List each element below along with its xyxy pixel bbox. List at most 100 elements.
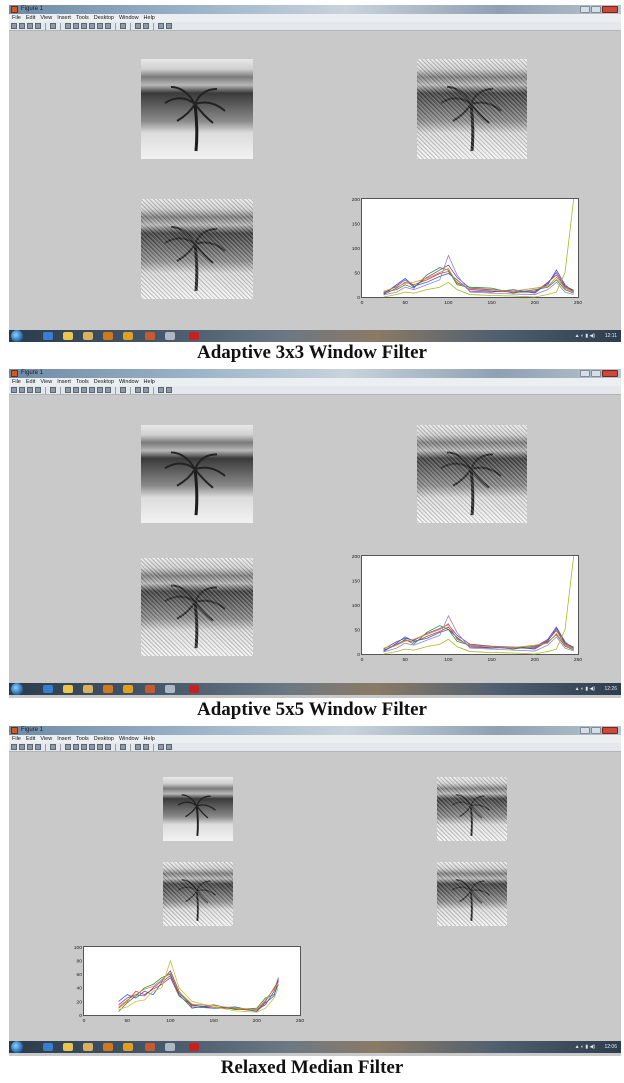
figure-task-icon[interactable] [165, 685, 175, 693]
close-button[interactable] [602, 6, 618, 13]
show-plot-tools-icon[interactable] [166, 744, 172, 750]
insert-legend-icon[interactable] [143, 744, 149, 750]
matlab-icon[interactable] [145, 685, 155, 693]
pdf-icon[interactable] [189, 685, 199, 693]
start-button[interactable] [11, 683, 23, 695]
explorer-icon[interactable] [63, 1043, 73, 1051]
close-button[interactable] [602, 370, 618, 377]
start-button[interactable] [11, 330, 23, 342]
menu-view[interactable]: View [40, 379, 53, 385]
zoom-out-icon[interactable] [73, 23, 79, 29]
menu-tools[interactable]: Tools [75, 379, 89, 385]
menu-insert[interactable]: Insert [57, 736, 71, 742]
ie-icon[interactable] [43, 685, 53, 693]
system-tray-icon[interactable]: ▲ ◐ ▮ ◀) [574, 333, 595, 339]
brush-icon[interactable] [105, 23, 111, 29]
maximize-button[interactable] [591, 727, 601, 734]
print-icon[interactable] [35, 744, 41, 750]
brush-icon[interactable] [105, 744, 111, 750]
chrome-icon[interactable] [123, 332, 133, 340]
window-titlebar[interactable]: Figure 1 [9, 726, 621, 735]
chrome-icon[interactable] [123, 685, 133, 693]
new-figure-icon[interactable] [11, 23, 17, 29]
explorer-icon[interactable] [63, 685, 73, 693]
start-button[interactable] [11, 1041, 23, 1053]
data-cursor-icon[interactable] [97, 387, 103, 393]
menu-desktop[interactable]: Desktop [93, 736, 114, 742]
new-figure-icon[interactable] [11, 744, 17, 750]
window-titlebar[interactable]: Figure 1 [9, 369, 621, 378]
taskbar-clock[interactable]: 12:11 [604, 333, 617, 339]
ie-icon[interactable] [43, 1043, 53, 1051]
folder-icon[interactable] [83, 332, 93, 340]
menu-view[interactable]: View [40, 736, 53, 742]
media-icon[interactable] [103, 1043, 113, 1051]
menu-edit[interactable]: Edit [25, 379, 36, 385]
chrome-icon[interactable] [123, 1043, 133, 1051]
insert-legend-icon[interactable] [143, 23, 149, 29]
menu-help[interactable]: Help [143, 379, 155, 385]
link-plot-icon[interactable] [120, 744, 126, 750]
menu-file[interactable]: File [12, 15, 21, 21]
system-tray-icon[interactable]: ▲ ◐ ▮ ◀) [574, 1044, 595, 1050]
data-cursor-icon[interactable] [97, 23, 103, 29]
save-icon[interactable] [27, 23, 33, 29]
rotate-3d-icon[interactable] [89, 387, 95, 393]
insert-colorbar-icon[interactable] [135, 23, 141, 29]
menu-edit[interactable]: Edit [25, 15, 36, 21]
hide-plot-tools-icon[interactable] [158, 744, 164, 750]
insert-colorbar-icon[interactable] [135, 387, 141, 393]
open-file-icon[interactable] [19, 23, 25, 29]
pdf-icon[interactable] [189, 1043, 199, 1051]
menu-desktop[interactable]: Desktop [93, 379, 114, 385]
media-icon[interactable] [103, 685, 113, 693]
hide-plot-tools-icon[interactable] [158, 23, 164, 29]
menu-view[interactable]: View [40, 15, 53, 21]
menu-window[interactable]: Window [118, 736, 139, 742]
menu-insert[interactable]: Insert [57, 15, 71, 21]
maximize-button[interactable] [591, 6, 601, 13]
window-titlebar[interactable]: Figure 1 [9, 5, 621, 14]
insert-colorbar-icon[interactable] [135, 744, 141, 750]
folder-icon[interactable] [83, 1043, 93, 1051]
zoom-in-icon[interactable] [65, 744, 71, 750]
edit-plot-icon[interactable] [50, 387, 56, 393]
folder-icon[interactable] [83, 685, 93, 693]
save-icon[interactable] [27, 387, 33, 393]
print-icon[interactable] [35, 23, 41, 29]
menu-file[interactable]: File [12, 379, 21, 385]
pan-icon[interactable] [81, 23, 87, 29]
pan-icon[interactable] [81, 387, 87, 393]
figure-task-icon[interactable] [165, 1043, 175, 1051]
system-tray-icon[interactable]: ▲ ◐ ▮ ◀) [574, 686, 595, 692]
taskbar-clock[interactable]: 12:26 [604, 686, 617, 692]
open-file-icon[interactable] [19, 387, 25, 393]
edit-plot-icon[interactable] [50, 744, 56, 750]
pdf-icon[interactable] [189, 332, 199, 340]
figure-task-icon[interactable] [165, 332, 175, 340]
data-cursor-icon[interactable] [97, 744, 103, 750]
pan-icon[interactable] [81, 744, 87, 750]
matlab-icon[interactable] [145, 332, 155, 340]
menu-help[interactable]: Help [143, 15, 155, 21]
new-figure-icon[interactable] [11, 387, 17, 393]
print-icon[interactable] [35, 387, 41, 393]
menu-file[interactable]: File [12, 736, 21, 742]
link-plot-icon[interactable] [120, 387, 126, 393]
zoom-out-icon[interactable] [73, 744, 79, 750]
minimize-button[interactable] [580, 370, 590, 377]
open-file-icon[interactable] [19, 744, 25, 750]
menu-edit[interactable]: Edit [25, 736, 36, 742]
matlab-icon[interactable] [145, 1043, 155, 1051]
menu-desktop[interactable]: Desktop [93, 15, 114, 21]
taskbar-clock[interactable]: 12:06 [604, 1044, 617, 1050]
zoom-in-icon[interactable] [65, 23, 71, 29]
menu-window[interactable]: Window [118, 379, 139, 385]
rotate-3d-icon[interactable] [89, 23, 95, 29]
minimize-button[interactable] [580, 6, 590, 13]
maximize-button[interactable] [591, 370, 601, 377]
show-plot-tools-icon[interactable] [166, 387, 172, 393]
edit-plot-icon[interactable] [50, 23, 56, 29]
minimize-button[interactable] [580, 727, 590, 734]
close-button[interactable] [602, 727, 618, 734]
